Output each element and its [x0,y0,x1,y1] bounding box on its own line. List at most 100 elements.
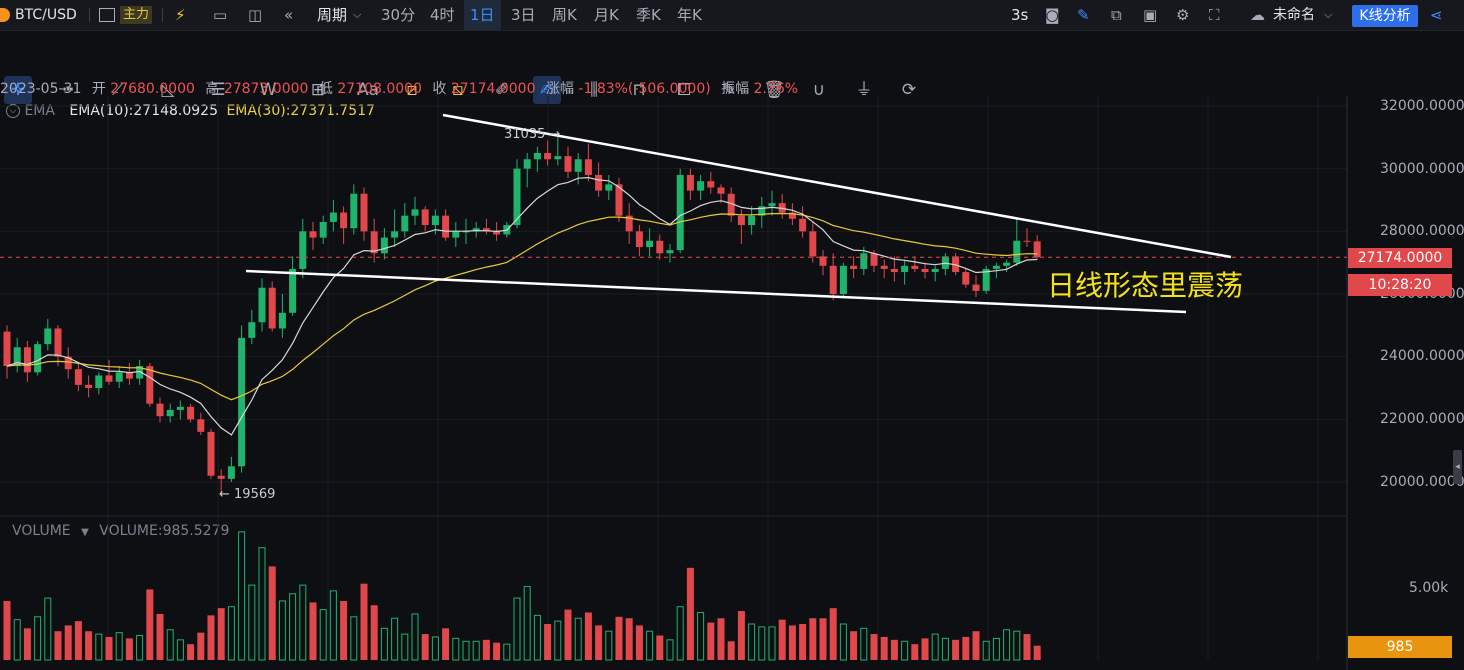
candle-body [941,256,949,269]
magnet-pen-icon[interactable]: ✍ [533,76,561,104]
sync-icon[interactable]: ⟳ [901,80,917,100]
calendar-icon[interactable]: ▭ [213,6,228,24]
trend-line-icon[interactable]: ┅ [62,80,74,100]
candle-body [778,203,786,213]
interval-3d[interactable]: 3日 [511,6,536,24]
candle-body [136,366,144,379]
volume-toggle-icon[interactable]: ▼ [81,527,89,538]
triangle-icon[interactable]: ◺ [161,80,175,100]
candle-body [1023,240,1031,242]
measure-icon[interactable]: ⊞ [310,80,326,100]
candles-icon[interactable]: ⫼ [590,80,598,100]
lightning-icon[interactable]: ⚡ [175,6,186,24]
candle-body [992,265,1000,269]
volume-bar [329,590,337,661]
interval-quarter[interactable]: 季K [636,6,661,24]
candle-body [850,265,858,269]
candle-body [391,231,399,238]
candle-body [248,322,256,338]
price-axis[interactable]: 32000.0000 30000.0000 28000.0000 26000.0… [1348,96,1464,506]
interval-4h[interactable]: 4时 [430,6,455,24]
candle-body [717,187,725,194]
collapse-icon[interactable]: ⌵ [6,104,20,118]
candle-body [176,406,184,410]
lock-icon[interactable]: ⊓ [632,80,646,100]
volume-bar [962,636,970,660]
side-collapse-handle[interactable]: ◂ [1453,450,1462,484]
volume-bar [697,611,705,661]
ema10-value: EMA(10):27148.0925 [69,103,218,119]
volume-bar [227,606,235,661]
sep [162,8,163,22]
tag-icon[interactable]: ⧅ [452,80,464,100]
main-indicator-button[interactable]: 主力 [120,6,153,24]
volume-bar [748,623,756,661]
chart-type-icon[interactable] [99,8,115,22]
gear-icon[interactable]: ⚙ [1176,6,1190,24]
volume-bar [34,616,42,661]
fullscreen-icon[interactable]: ⛶ [1209,6,1220,24]
volume-bar [839,623,847,661]
close-label: 收 [432,81,447,97]
volume-bar [615,616,623,660]
chevron-down-icon[interactable]: ⌵ [353,8,362,21]
volume-axis-label: 5.00k [1409,580,1449,596]
candle-body [360,193,368,232]
candle-body [238,337,246,467]
candle-body [452,231,460,238]
candle-body [125,372,133,379]
ray-icon[interactable]: ⟋ [112,80,124,100]
divider [89,8,90,22]
candle-body [411,209,419,216]
lower-trend-line [245,269,1187,314]
filter-icon[interactable]: ⏚ [855,80,873,100]
candle-body [880,265,888,269]
candle-body [737,215,745,226]
magnet-icon[interactable]: ∪ [812,80,826,100]
volume-bar [850,631,858,660]
brush-icon[interactable]: ✐ [494,80,510,100]
candle-body [839,265,847,294]
ruler-icon[interactable]: ⧄ [406,80,418,100]
parallel-lines-icon[interactable]: ☰ [210,80,226,100]
chevron-down-icon[interactable]: ⌵ [1324,8,1333,21]
volume-bar [13,619,21,661]
cloud-icon[interactable]: ☁ [1250,6,1265,24]
chart-marks [0,113,1347,661]
camera-icon[interactable]: ◙ [1045,6,1060,24]
candle-body [217,475,225,479]
volume-bar [238,531,246,661]
screen-icon[interactable]: ▣ [1143,6,1158,24]
layout-name-dropdown[interactable]: 未命名 [1273,7,1315,23]
candle-body [299,231,307,269]
rewind-icon[interactable]: « [284,6,294,24]
interval-30m[interactable]: 30分 [381,6,416,24]
ema-legend: ⌵ EMA EMA(10):27148.0925 EMA(30):27371.7… [6,102,375,120]
volume-bar [258,547,266,661]
candle-body [890,268,898,273]
interval-year[interactable]: 年K [677,6,702,24]
crosshair-icon[interactable]: ✛ [4,76,32,104]
trash-icon[interactable]: 🗑 [763,80,785,100]
volume-bar [860,627,868,661]
volume-bar [23,628,31,660]
volume-bar [595,625,603,660]
period-dropdown[interactable]: 周期 [317,6,348,24]
edit-icon[interactable]: ✎ [721,80,737,100]
refresh-rate[interactable]: 3s [1011,6,1029,24]
interval-month[interactable]: 月K [594,6,619,24]
layout-icon[interactable]: ◫ [248,6,263,24]
k-analysis-button[interactable]: K线分析 [1352,5,1418,27]
copy-icon[interactable]: ⧠ [677,80,691,100]
pen-icon[interactable]: ✎ [1077,6,1090,24]
interval-week[interactable]: 周K [552,6,577,24]
volume-bar [391,617,399,661]
candle-body [319,221,327,238]
window-icon[interactable]: ⧉ [1111,6,1122,24]
text-icon[interactable]: Aa [356,80,380,100]
wave-icon[interactable]: W [259,80,277,100]
symbol-label[interactable]: BTC/USD [15,7,77,23]
candle-body [146,366,154,404]
share-icon[interactable]: ⋖ [1430,6,1443,24]
interval-1d[interactable]: 1日 [464,0,501,30]
